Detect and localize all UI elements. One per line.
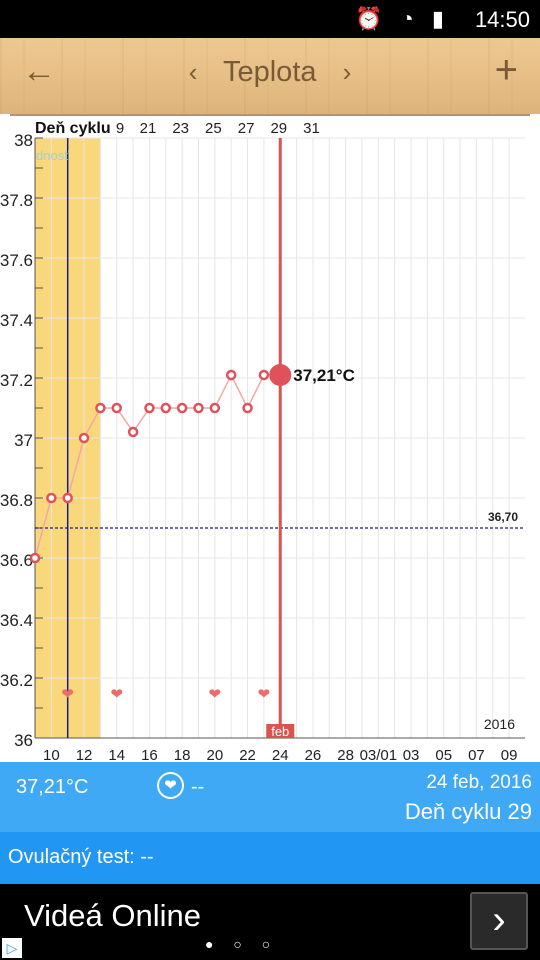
heart-icon: ❤ [258, 686, 271, 703]
y-tick-label: 37.2 [0, 371, 33, 390]
y-tick-label: 37 [14, 431, 33, 450]
y-tick-label: 36 [14, 731, 33, 750]
y-tick-label: 38 [14, 131, 33, 150]
bottom-tick-label: 26 [305, 747, 322, 762]
y-tick-label: 36.4 [0, 611, 33, 630]
year-label: 2016 [484, 716, 515, 732]
data-point [242, 402, 253, 414]
data-point [225, 369, 237, 381]
fertility-label: dnosť [36, 148, 69, 163]
bottom-tick-label: 18 [174, 747, 191, 762]
top-tick-label: 31 [303, 120, 320, 137]
ovulation-test-text: Ovulačný test: -- [8, 846, 154, 868]
add-icon[interactable]: + [494, 48, 518, 92]
ad-next-icon[interactable]: › [470, 892, 528, 950]
bottom-tick-label: 22 [239, 747, 256, 762]
top-tick-label: 25 [205, 120, 222, 137]
y-tick-label: 36.6 [0, 551, 33, 570]
data-point [78, 432, 90, 444]
back-arrow-icon[interactable]: ← [22, 52, 56, 90]
data-point [46, 492, 57, 504]
data-point [160, 402, 172, 414]
temperature-chart[interactable]: 38 37.8 37.6 37.4 37.2 37 36.8 36.6 36.4 36.2 36 36… [0, 116, 540, 762]
status-icons: ⏰ ◔ ▮ [354, 6, 450, 31]
toolbar: ← ‹ Teplota › + [0, 38, 540, 114]
heart-value: -- [191, 776, 205, 798]
ad-banner[interactable]: Videá Online ● ○ ○ › ▷ [0, 884, 540, 960]
month-label: feb [271, 724, 289, 739]
top-tick-label: 9 [116, 120, 124, 137]
heart-icon: ❤ [110, 686, 123, 703]
y-tick-label: 37.8 [0, 191, 33, 210]
data-point [193, 402, 204, 414]
ad-title[interactable]: Videá Online [24, 898, 201, 933]
coverline-label: 36,70 [488, 510, 518, 524]
bottom-tick-label: 24 [272, 747, 289, 762]
top-tick-label: 21 [140, 120, 157, 137]
top-tick-label: 27 [238, 120, 255, 137]
data-point [258, 369, 270, 381]
temperature-value: 37,21°C [16, 776, 89, 798]
top-tick-label: 23 [172, 120, 189, 137]
top-tick-label: 29 [270, 120, 287, 137]
data-point [95, 402, 106, 414]
temperature-line [34, 373, 281, 559]
data-point [209, 402, 221, 414]
date-value: 24 feb, 2016 [426, 772, 532, 793]
next-chevron-icon[interactable]: › [342, 57, 352, 87]
page-title: Teplota [222, 56, 317, 88]
y-tick-label: 37.4 [0, 311, 33, 330]
status-time: 14:50 [474, 7, 530, 32]
cycle-day-axis-label: Deň cyklu [35, 120, 111, 137]
ad-choice-icon[interactable]: ▷ [2, 938, 22, 958]
ovulation-test-bar[interactable]: Ovulačný test: -- [0, 832, 540, 884]
bottom-tick-label: 05 [435, 747, 452, 762]
data-point [111, 402, 122, 414]
bottom-tick-label: 14 [108, 747, 125, 762]
heart-icon: ❤ [61, 686, 74, 703]
bottom-tick-label: 12 [76, 747, 93, 762]
heart-icon: ❤ [209, 686, 222, 703]
ad-pager-dots: ● ○ ○ [205, 936, 279, 952]
data-point [29, 552, 41, 564]
data-point [176, 402, 188, 414]
month-label-bg [266, 724, 295, 738]
title-area: ‹ Teplota › [0, 56, 540, 89]
selected-data-point [269, 364, 292, 386]
prev-chevron-icon[interactable]: ‹ [188, 57, 198, 87]
bottom-tick-label: 20 [207, 747, 224, 762]
data-point [127, 426, 139, 438]
info-bar: 37,21°C ❤ -- 24 feb, 2016 Deň cyklu 29 [0, 762, 540, 832]
bottom-tick-label: 03 [403, 747, 420, 762]
heart-icon[interactable]: ❤ [157, 772, 184, 799]
bottom-tick-label: 09 [501, 747, 518, 762]
y-tick-label: 36.8 [0, 491, 33, 510]
data-point [62, 492, 73, 504]
bottom-tick-label: 07 [468, 747, 485, 762]
bottom-tick-label: 03/01 [360, 747, 398, 762]
bottom-tick-label: 16 [141, 747, 158, 762]
cycle-day-value: Deň cyklu 29 [404, 799, 532, 824]
bottom-tick-label: 28 [337, 747, 354, 762]
data-point [144, 402, 155, 414]
y-tick-label: 37.6 [0, 251, 33, 270]
y-tick-label: 36.2 [0, 671, 33, 690]
selected-value-label: 37,21°C [293, 366, 355, 385]
status-bar: ⏰ ◔ ▮ 14:50 [0, 0, 540, 38]
bottom-tick-label: 10 [43, 747, 60, 762]
